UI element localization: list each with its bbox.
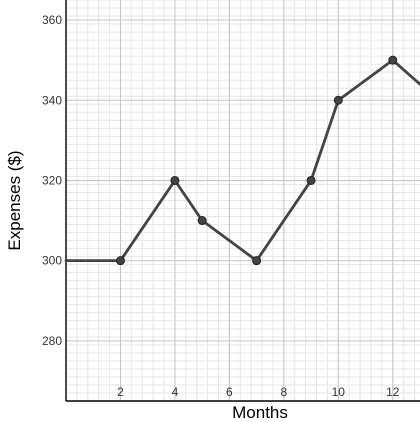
y-axis-title: Expenses ($) xyxy=(5,150,24,250)
data-point xyxy=(306,175,316,185)
data-point xyxy=(333,95,343,105)
x-axis-title: Months xyxy=(232,403,288,422)
data-point xyxy=(170,175,180,185)
x-tick-label: 2 xyxy=(117,385,124,399)
x-tick-label: 6 xyxy=(226,385,233,399)
x-tick-label: 12 xyxy=(386,385,400,399)
data-point xyxy=(252,256,262,266)
y-tick-label: 340 xyxy=(42,93,62,107)
y-tick-label: 360 xyxy=(42,13,62,27)
x-tick-labels: 2 4 6 8 10 12 xyxy=(117,385,400,399)
data-point xyxy=(115,256,125,266)
data-point xyxy=(197,216,207,226)
x-tick-label: 10 xyxy=(332,385,346,399)
x-tick-label: 8 xyxy=(281,385,288,399)
series-group xyxy=(64,55,420,266)
y-tick-label: 320 xyxy=(42,173,62,187)
y-tick-label: 280 xyxy=(42,334,62,348)
x-tick-label: 4 xyxy=(172,385,179,399)
data-point xyxy=(388,55,398,65)
y-tick-label: 300 xyxy=(42,254,62,268)
major-grid xyxy=(66,0,420,401)
y-tick-labels: 280 300 320 340 360 xyxy=(42,13,62,348)
